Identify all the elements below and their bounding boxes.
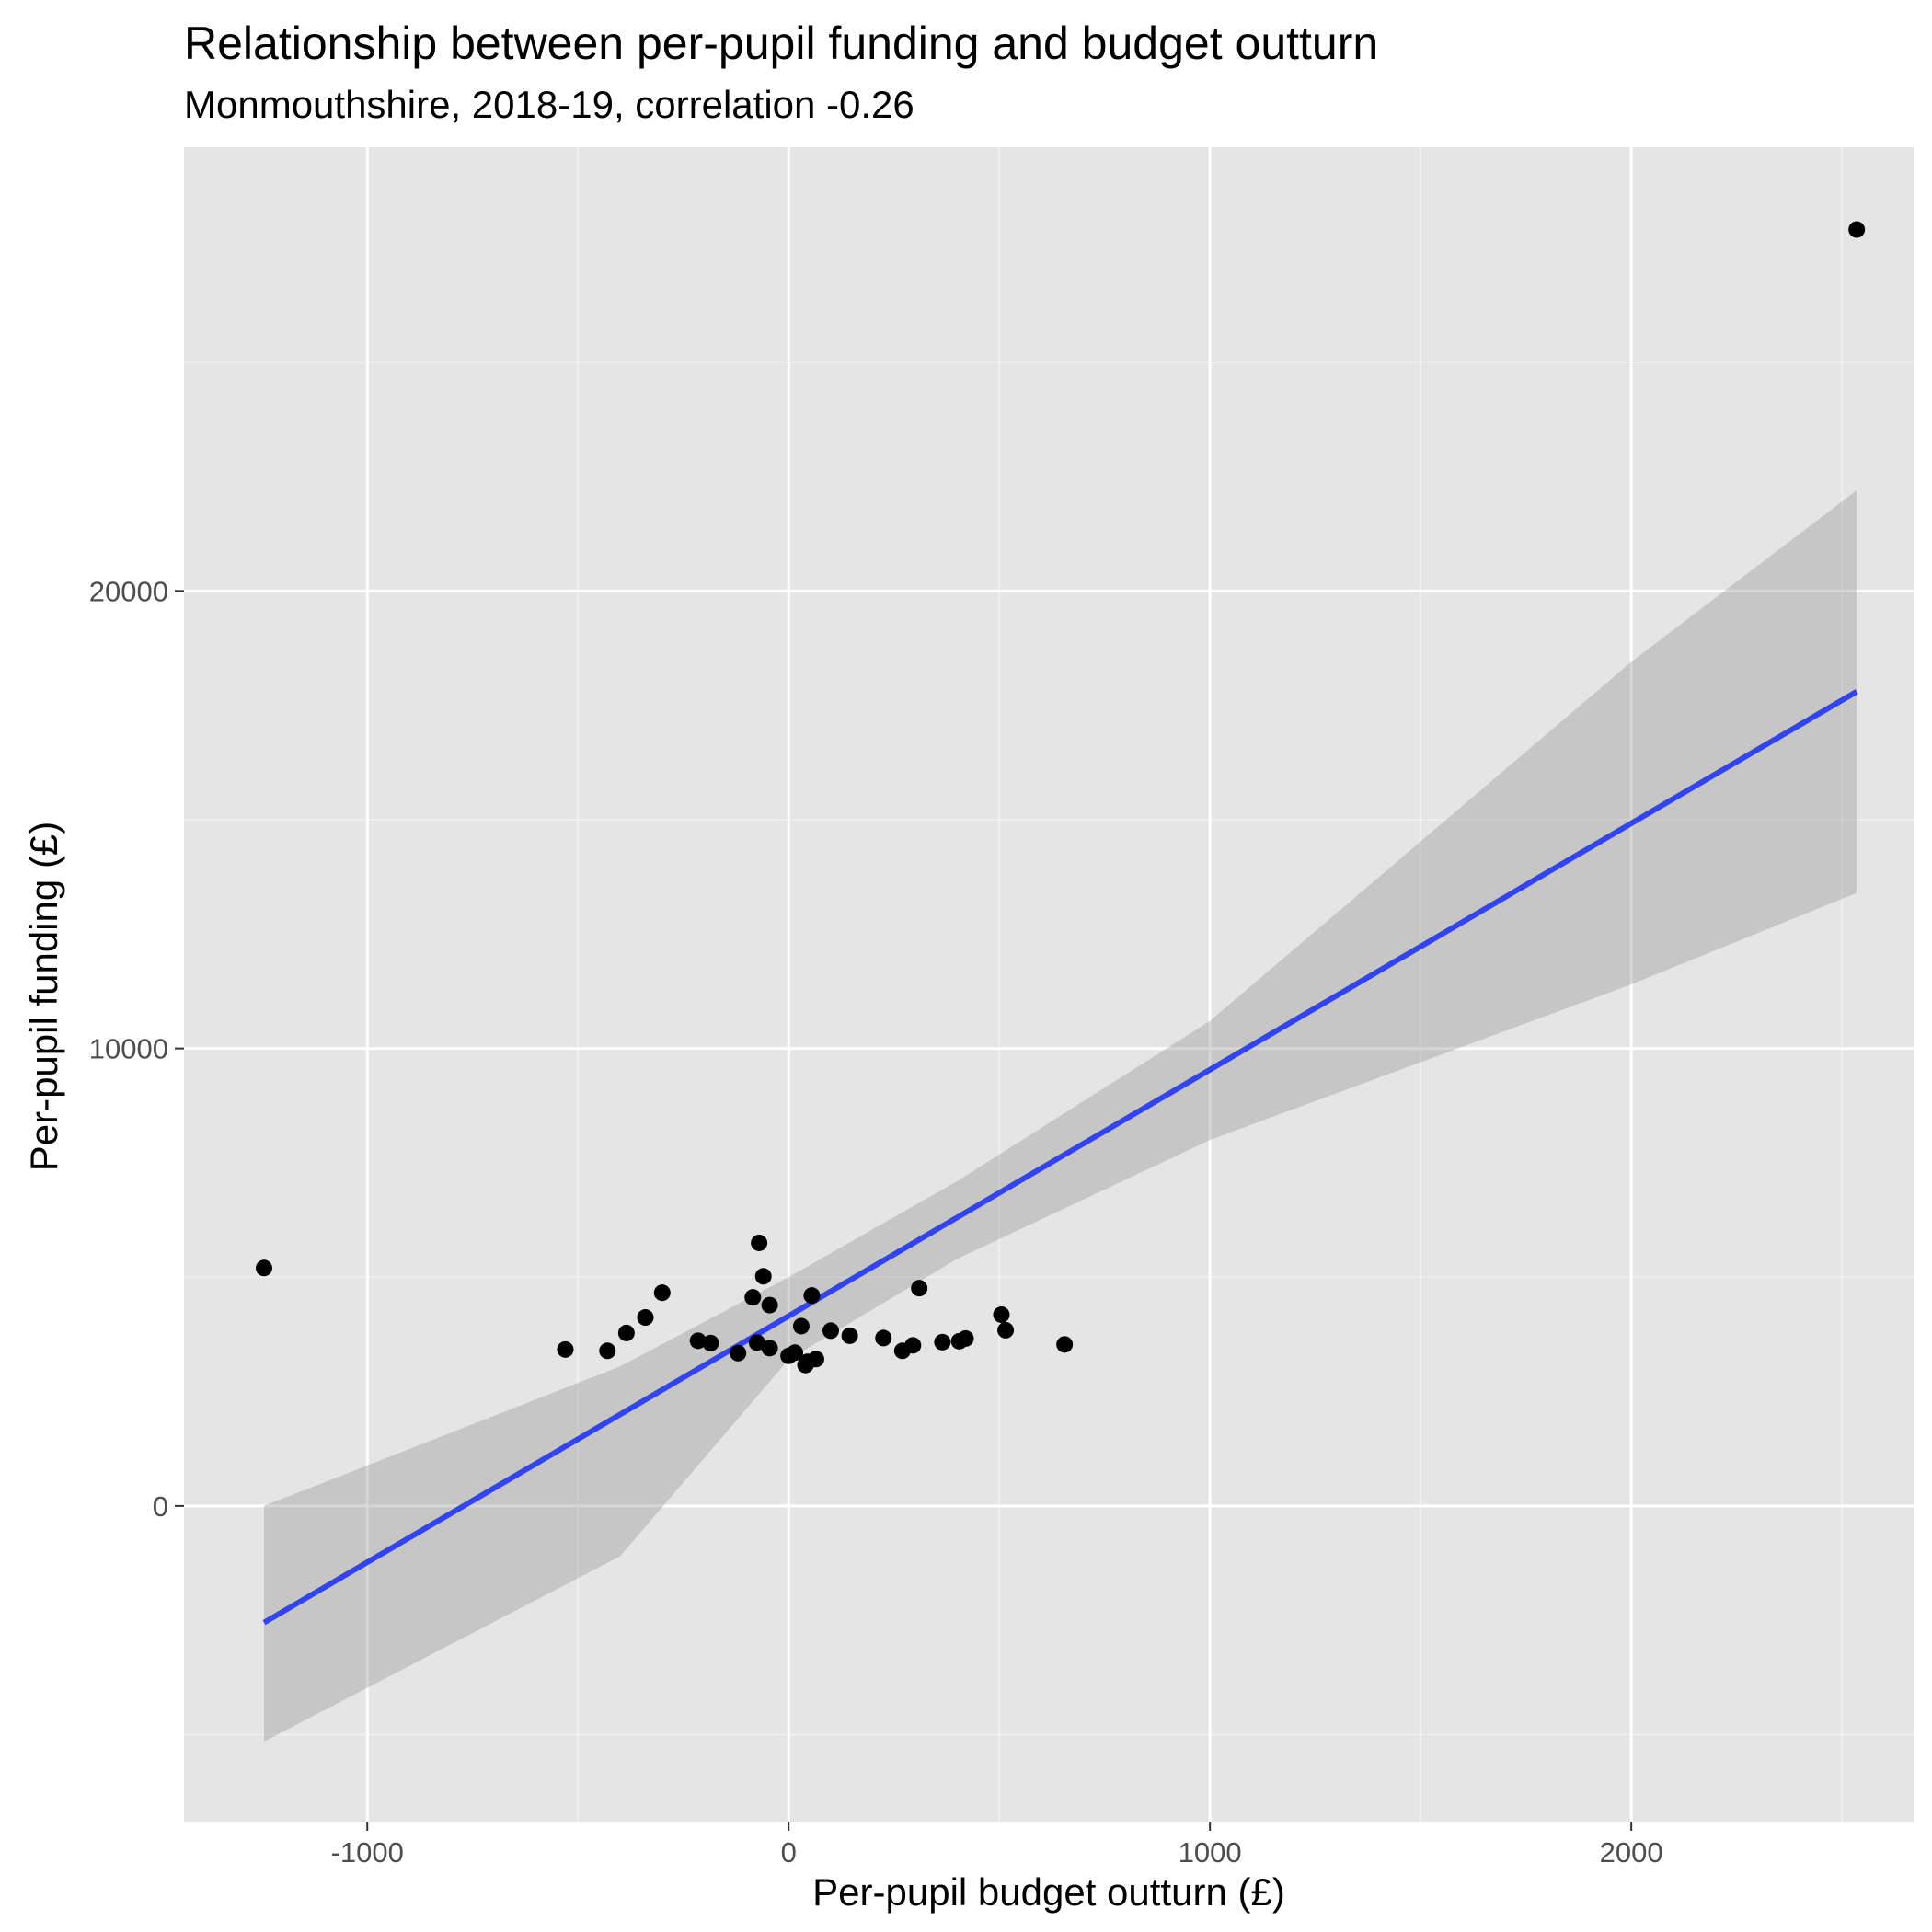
y-axis-label: Per-pupil funding (£) [22, 821, 65, 1172]
data-point [748, 1334, 765, 1351]
data-point [807, 1351, 824, 1368]
data-point [599, 1342, 616, 1360]
y-axis: 0 10000 20000 [89, 575, 184, 1523]
data-point [256, 1259, 273, 1277]
data-point [617, 1324, 635, 1341]
data-point [761, 1296, 778, 1314]
chart-subtitle: Monmouthshire, 2018-19, correlation -0.2… [184, 83, 914, 126]
data-points [256, 221, 1866, 1374]
data-point [904, 1337, 922, 1354]
confidence-band [264, 489, 1857, 1742]
data-point [803, 1287, 821, 1305]
x-tick-label: -1000 [331, 1836, 404, 1869]
data-point [934, 1333, 951, 1351]
data-point [957, 1329, 974, 1347]
y-tick-label: 0 [153, 1490, 168, 1523]
data-point [730, 1344, 747, 1362]
trend-line [262, 689, 1858, 1626]
minor-gridlines [184, 147, 1914, 1822]
data-point [557, 1340, 574, 1358]
data-point [841, 1327, 858, 1344]
data-point [792, 1317, 810, 1335]
data-point [993, 1306, 1010, 1324]
x-axis-label: Per-pupil budget outturn (£) [812, 1870, 1285, 1914]
y-tick-label: 10000 [89, 1033, 168, 1065]
data-point [911, 1280, 928, 1297]
data-point [702, 1334, 719, 1351]
data-point [1848, 221, 1866, 238]
y-tick-label: 20000 [89, 575, 168, 607]
x-tick-label: 2000 [1600, 1836, 1663, 1869]
data-point [754, 1268, 772, 1285]
data-point [637, 1309, 654, 1327]
major-gridlines [184, 147, 1914, 1822]
x-tick-label: 0 [781, 1836, 797, 1869]
data-point [689, 1332, 707, 1350]
data-point [822, 1322, 839, 1340]
plot-panel [184, 147, 1914, 1822]
chart-title: Relationship between per-pupil funding a… [184, 17, 1379, 69]
data-point [1056, 1336, 1074, 1353]
data-point [787, 1344, 804, 1362]
x-axis: -1000 0 1000 2000 [331, 1822, 1663, 1869]
data-point [761, 1340, 778, 1357]
x-tick-label: 1000 [1179, 1836, 1242, 1869]
data-point [751, 1234, 768, 1251]
data-point [997, 1321, 1015, 1339]
data-point [744, 1289, 762, 1306]
data-point [653, 1284, 671, 1302]
data-point [875, 1329, 892, 1347]
